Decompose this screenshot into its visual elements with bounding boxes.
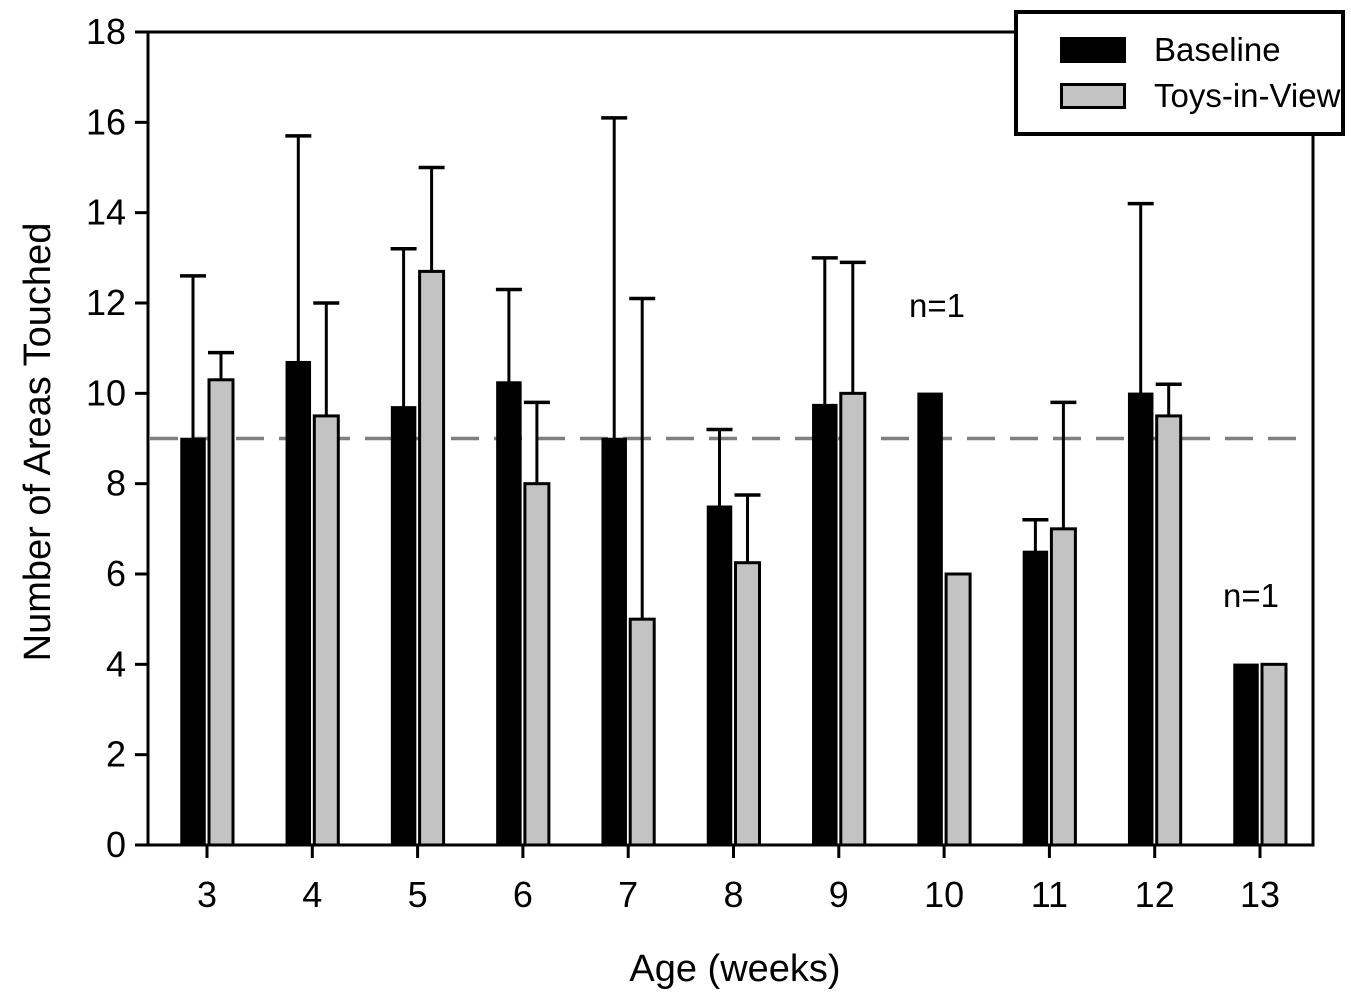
x-tick-label-week-12: 12 (1135, 874, 1175, 915)
baseline-swatch-icon (1060, 37, 1126, 63)
bar-toys-in-view-week-11 (1049, 527, 1077, 847)
bar-baseline-week-6 (496, 381, 522, 846)
bar-baseline-week-9 (812, 403, 838, 846)
x-tick-label-week-10: 10 (924, 874, 964, 915)
bar-baseline-week-7 (601, 437, 627, 846)
x-tick-label-week-13: 13 (1240, 874, 1280, 915)
bar-toys-in-view-week-3 (207, 378, 235, 847)
y-tick-label-10: 10 (86, 372, 126, 413)
bar-toys-in-view-week-10 (944, 572, 972, 847)
legend-entry-baseline: Baseline (1060, 31, 1341, 68)
x-tick-label-week-6: 6 (513, 874, 533, 915)
bar-toys-in-view-week-6 (523, 482, 551, 847)
x-tick-label-week-3: 3 (197, 874, 217, 915)
bar-toys-in-view-week-7 (628, 617, 656, 847)
y-tick-label-2: 2 (106, 734, 126, 775)
bar-baseline-week-5 (390, 406, 417, 846)
bar-baseline-week-12 (1127, 392, 1154, 846)
legend-label-toys-in-view: Toys-in-View (1154, 77, 1341, 114)
x-tick-label-week-8: 8 (723, 874, 743, 915)
toys-in-view-swatch-icon (1060, 83, 1126, 109)
bar-baseline-week-11 (1022, 550, 1049, 846)
legend-entry-toys-in-view: Toys-in-View (1060, 77, 1341, 114)
bar-toys-in-view-week-12 (1155, 414, 1183, 847)
y-tick-label-6: 6 (106, 553, 126, 594)
bar-baseline-week-8 (706, 505, 733, 846)
y-tick-label-14: 14 (86, 192, 126, 233)
legend: Baseline Toys-in-View (1014, 10, 1345, 136)
bar-baseline-week-4 (285, 360, 312, 846)
y-tick-label-18: 18 (86, 11, 126, 52)
y-tick-label-12: 12 (86, 282, 126, 323)
bar-toys-in-view-week-5 (418, 269, 446, 847)
y-tick-label-16: 16 (86, 101, 126, 142)
y-tick-label-4: 4 (106, 643, 126, 684)
y-tick-label-0: 0 (106, 824, 126, 865)
bar-toys-in-view-week-4 (312, 414, 340, 847)
bar-toys-in-view-week-9 (839, 391, 867, 847)
legend-label-baseline: Baseline (1154, 31, 1281, 68)
x-axis-title: Age (weeks) (629, 948, 841, 990)
bar-baseline-week-3 (180, 437, 206, 846)
bar-toys-in-view-week-8 (734, 561, 761, 847)
x-tick-label-week-5: 5 (408, 874, 428, 915)
sample-size-annotation-week10: n=1 (909, 287, 965, 324)
x-tick-label-week-9: 9 (829, 874, 849, 915)
x-tick-label-week-4: 4 (302, 874, 322, 915)
sample-size-annotation-week13: n=1 (1223, 577, 1279, 614)
bar-baseline-week-10 (917, 392, 943, 846)
plot-frame (146, 30, 1315, 847)
y-tick-label-8: 8 (106, 463, 126, 504)
bar-baseline-week-13 (1233, 663, 1259, 846)
y-axis-title: Number of Areas Touched (17, 222, 59, 662)
x-tick-label-week-11: 11 (1031, 874, 1068, 915)
bar-toys-in-view-week-13 (1260, 662, 1288, 847)
x-tick-label-week-7: 7 (618, 874, 638, 915)
